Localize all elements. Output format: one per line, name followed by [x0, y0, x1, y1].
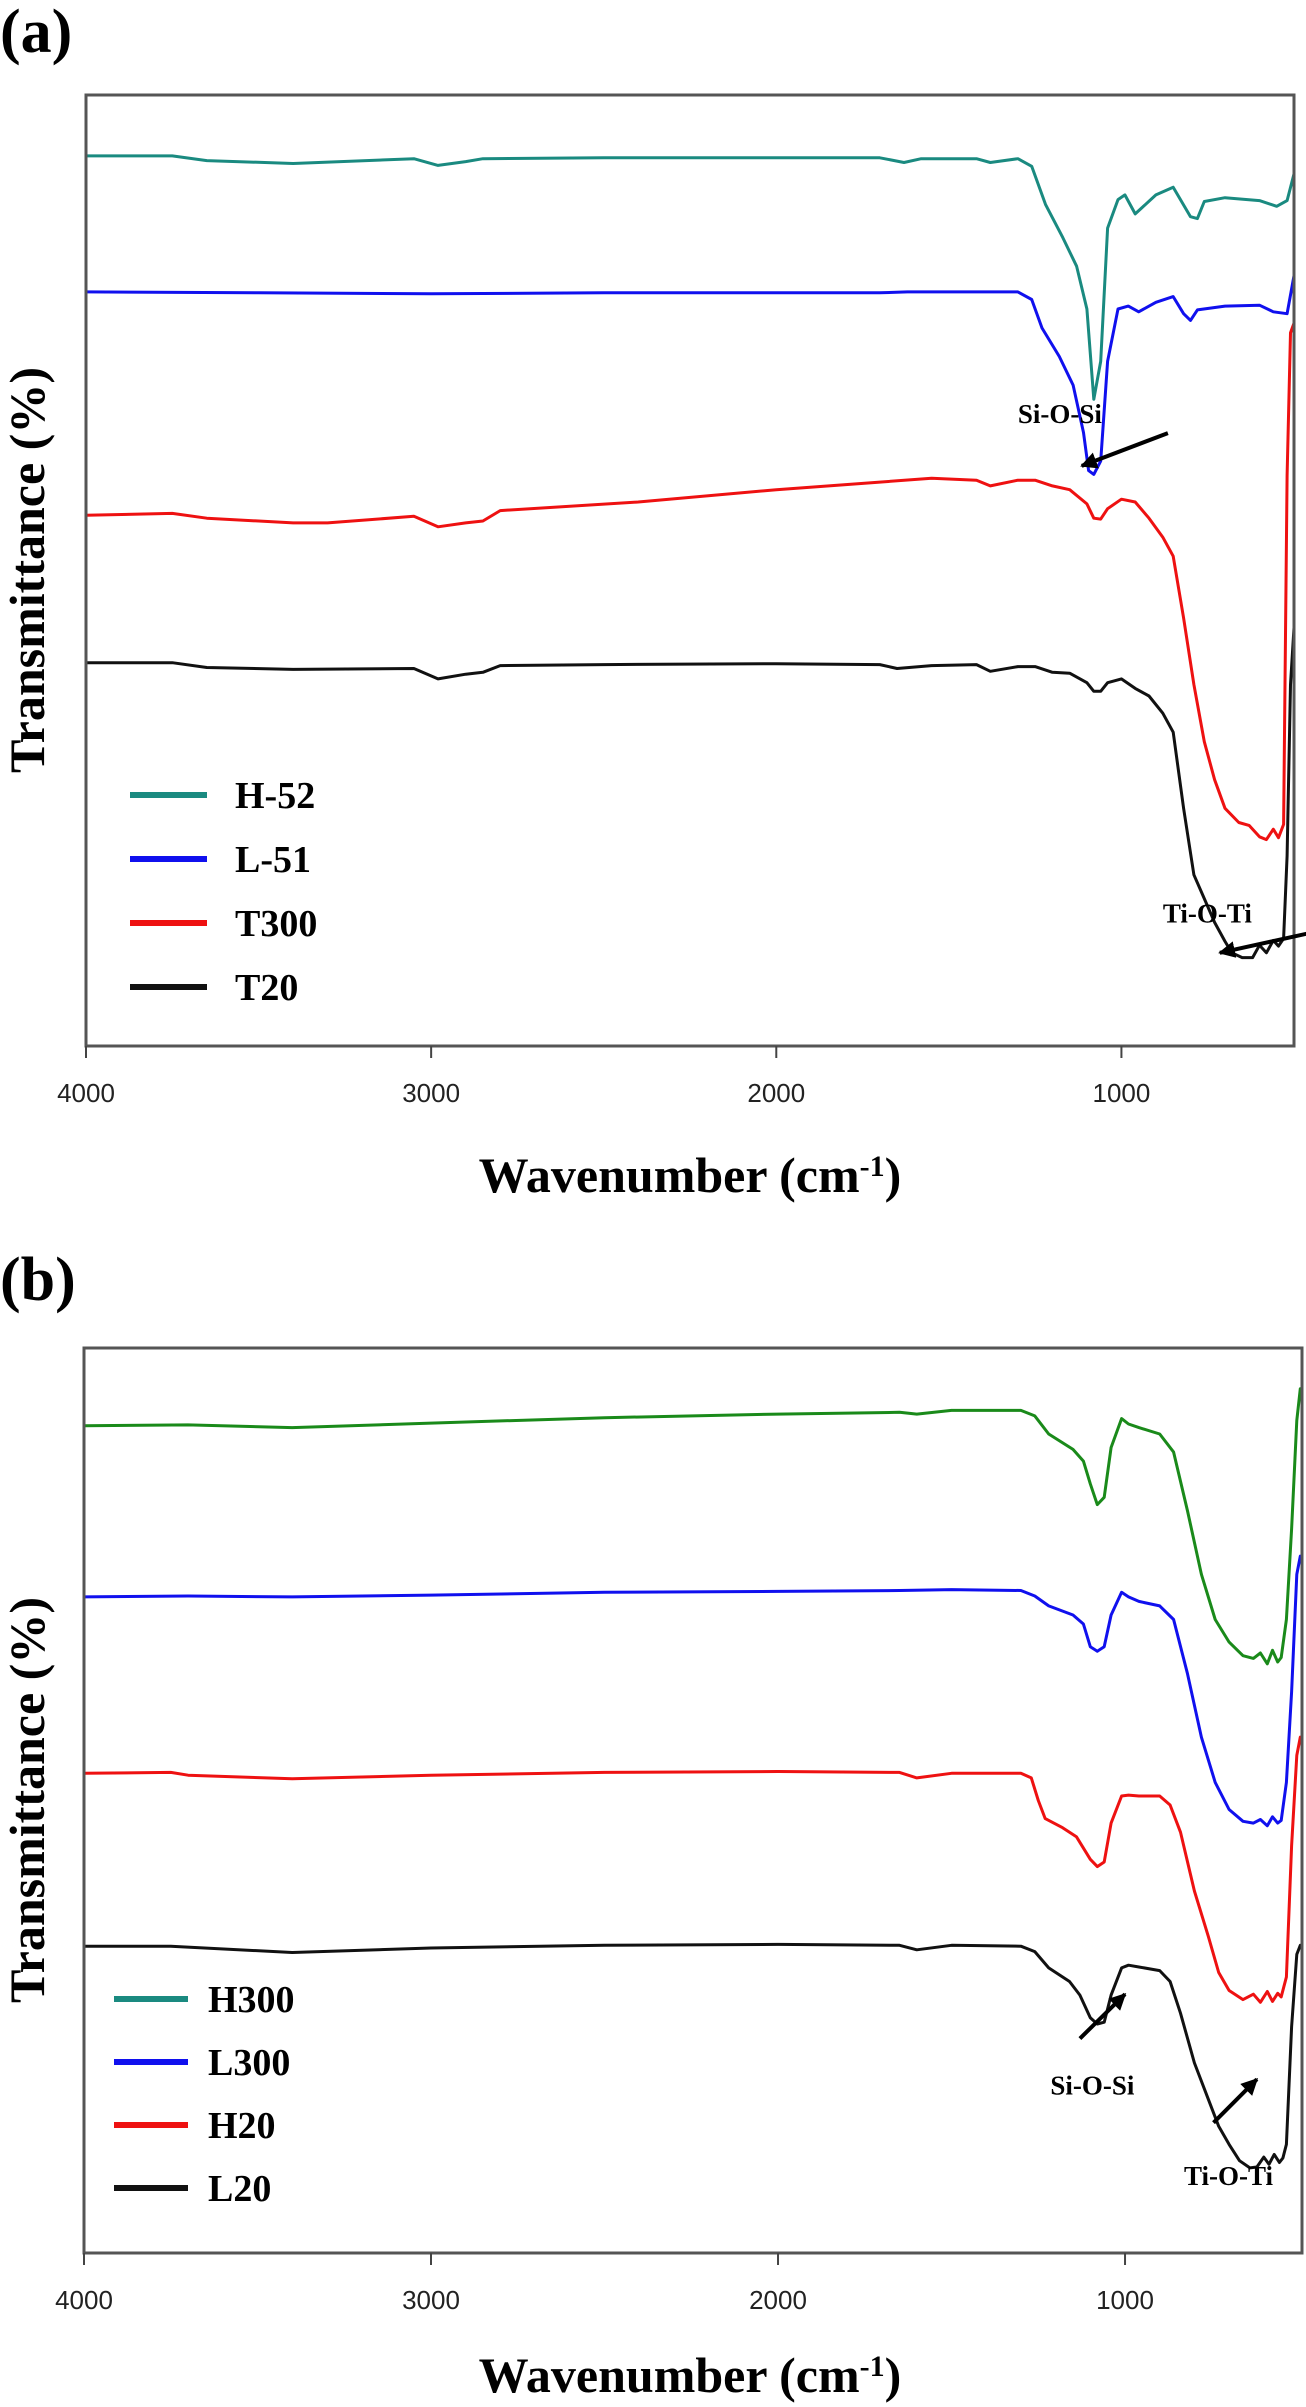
- x-tick-label-3000: 3000: [402, 1078, 460, 1108]
- x-axis-label-b: Wavenumber (cm-1): [479, 2347, 902, 2403]
- x-axis-label-b-main: Wavenumber (cm: [479, 2347, 860, 2403]
- annotation-arrow-ti-o-ti: [1218, 931, 1306, 958]
- panel-label-a: (a): [0, 0, 72, 66]
- plot-frame-a: [84, 93, 1296, 1048]
- legend-label-t300: T300: [235, 903, 317, 945]
- series-line-l-51: [84, 274, 1296, 476]
- x-tick-label-3000: 3000: [402, 2285, 460, 2315]
- annotation-arrow-ti-o-ti: [1212, 2077, 1259, 2125]
- annotation-label-ti-o-ti: Ti-O-Ti: [1163, 898, 1253, 928]
- series-line-h300: [82, 1387, 1302, 1666]
- series-line-l20: [82, 1942, 1302, 2170]
- panel-label-b: (b): [0, 1246, 76, 1314]
- series-line-t300: [84, 321, 1296, 842]
- annotation-arrow-si-o-si: [1078, 1992, 1127, 2040]
- legend-label-h300: H300: [208, 1979, 295, 2021]
- series-line-h-52: [84, 154, 1296, 401]
- x-axis-label-a-close: ): [885, 1147, 902, 1203]
- x-ticks-b: 4000 3000 2000 1000: [55, 2253, 1154, 2315]
- plot-frame-b: [82, 1346, 1304, 2255]
- series-line-t20: [84, 626, 1296, 960]
- annotations-a: Si-O-Si Ti-O-Ti: [1018, 399, 1306, 958]
- y-axis-label-a: Transmittance (%): [0, 367, 55, 773]
- legend-label-l-51: L-51: [235, 839, 311, 881]
- legend-label-l20: L20: [208, 2168, 271, 2210]
- annotation-label-ti-o-ti: Ti-O-Ti: [1184, 2161, 1274, 2191]
- x-tick-label-1000: 1000: [1093, 1078, 1151, 1108]
- x-axis-label-b-sup: -1: [860, 2350, 885, 2383]
- plot-a-series: [84, 154, 1296, 960]
- legend-label-t20: T20: [235, 967, 298, 1009]
- plot-b-series: [82, 1387, 1302, 2170]
- annotation-label-si-o-si: Si-O-Si: [1050, 2071, 1135, 2101]
- x-tick-label-4000: 4000: [57, 1078, 115, 1108]
- x-axis-label-b-close: ): [885, 2347, 902, 2403]
- x-axis-label-a: Wavenumber (cm-1): [479, 1147, 902, 1203]
- x-tick-label-2000: 2000: [747, 1078, 805, 1108]
- legend-a: H-52 L-51 T300 T20: [130, 775, 317, 1009]
- series-line-l300: [82, 1554, 1302, 1828]
- y-axis-label-b: Transmittance (%): [0, 1597, 55, 2003]
- x-ticks-a: 4000 3000 2000 1000: [57, 1046, 1150, 1108]
- legend-label-h-52: H-52: [235, 775, 315, 817]
- x-tick-label-1000: 1000: [1096, 2285, 1154, 2315]
- series-line-h20: [82, 1735, 1302, 2004]
- legend-b: H300 L300 H20 L20: [114, 1979, 295, 2210]
- panel-a: (a) 4000 3000 2000 1000 Transmittance (%) W…: [0, 0, 1306, 1203]
- x-axis-label-a-sup: -1: [860, 1150, 885, 1183]
- x-tick-label-2000: 2000: [749, 2285, 807, 2315]
- panel-b: (b) 4000 3000 2000 1000 Transmittance (%) W…: [0, 1246, 1304, 2403]
- annotations-b: Si-O-Si Ti-O-Ti: [1050, 1992, 1274, 2191]
- annotation-label-si-o-si: Si-O-Si: [1018, 399, 1103, 429]
- x-tick-label-4000: 4000: [55, 2285, 113, 2315]
- legend-label-l300: L300: [208, 2042, 290, 2084]
- annotation-arrow-si-o-si: [1080, 431, 1169, 469]
- x-axis-label-a-main: Wavenumber (cm: [479, 1147, 860, 1203]
- legend-label-h20: H20: [208, 2105, 276, 2147]
